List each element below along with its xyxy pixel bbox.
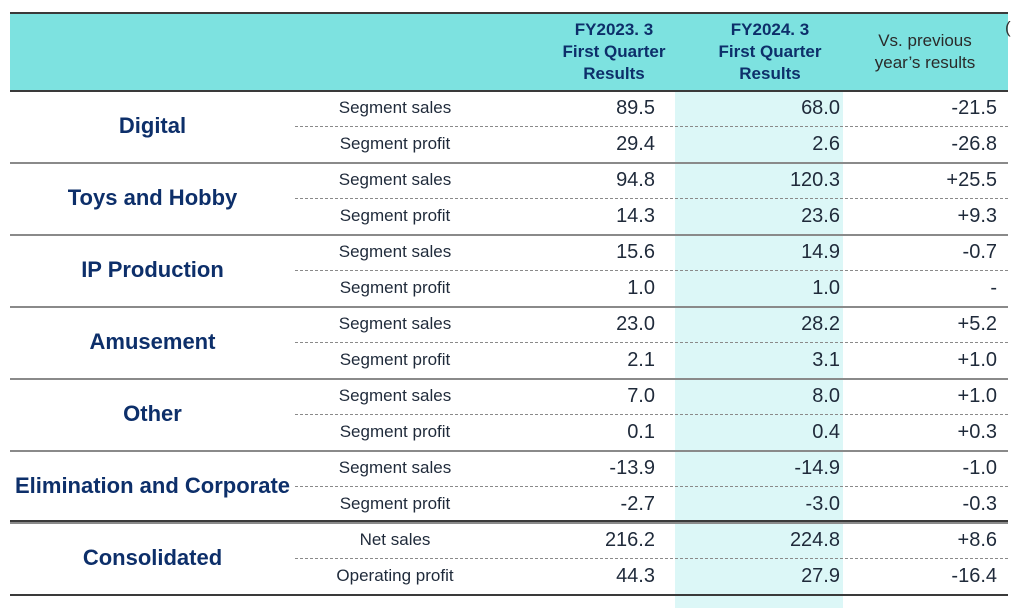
- table-row: Segment sales 23.0 28.2 +5.2: [295, 306, 1008, 343]
- fy2024-value: -14.9: [794, 457, 840, 479]
- header-vs-previous: Vs. previous year’s results: [842, 14, 1008, 90]
- header-fy2023: FY2023. 3 First Quarter Results: [530, 14, 698, 90]
- header-fy2023-line3: Results: [583, 64, 645, 83]
- table-header: FY2023. 3 First Quarter Results FY2024. …: [10, 12, 1008, 92]
- fy2024-value: 2.6: [812, 133, 840, 155]
- metric-label: Segment sales: [338, 170, 452, 189]
- metric-label: Segment sales: [338, 458, 452, 477]
- table-row: Net sales 216.2 224.8 +8.6: [295, 522, 1008, 559]
- header-fy2024-line2: First Quarter: [718, 42, 822, 61]
- segment-group: Toys and Hobby Segment sales 94.8 120.3 +25.…: [10, 162, 1008, 236]
- fy2023-value: 0.1: [627, 421, 655, 443]
- diff-value: -16.4: [951, 565, 997, 587]
- diff-value: +1.0: [957, 385, 997, 407]
- fy2024-value: 1.0: [812, 277, 840, 299]
- unit-label: (: [1005, 18, 1011, 37]
- metric-label: Segment profit: [339, 206, 451, 225]
- table-row: Segment profit 0.1 0.4 +0.3: [295, 414, 1008, 450]
- header-fy2024-line3: Results: [739, 64, 801, 83]
- table-row: Segment profit 1.0 1.0 -: [295, 270, 1008, 306]
- diff-value: -: [990, 277, 997, 299]
- metric-label: Segment profit: [339, 422, 451, 441]
- diff-value: +5.2: [957, 313, 997, 335]
- header-fy2023-line2: First Quarter: [562, 42, 666, 61]
- segment-name: Other: [123, 401, 182, 426]
- diff-value: +9.3: [957, 205, 997, 227]
- fy2024-value: -3.0: [805, 493, 840, 515]
- fy2024-value: 27.9: [801, 565, 840, 587]
- fy2024-value: 120.3: [789, 169, 840, 191]
- header-vs-line1: Vs. previous: [878, 31, 972, 50]
- segment-group: Amusement Segment sales 23.0 28.2 +5.2 Segmen…: [10, 306, 1008, 380]
- metric-label: Segment profit: [339, 278, 451, 297]
- metric-label: Segment sales: [338, 242, 452, 261]
- diff-value: +1.0: [957, 349, 997, 371]
- table-row: Segment profit 14.3 23.6 +9.3: [295, 198, 1008, 234]
- header-fy2024: FY2024. 3 First Quarter Results: [686, 14, 854, 90]
- fy2023-value: 216.2: [604, 529, 655, 551]
- segment-group: Consolidated Net sales 216.2 224.8 +8.6 Opera…: [10, 520, 1008, 596]
- segment-name: Digital: [118, 113, 187, 138]
- metric-label: Net sales: [359, 530, 431, 549]
- fy2023-value: 15.6: [616, 241, 655, 263]
- diff-value: -1.0: [962, 457, 997, 479]
- header-vs-line2: year’s results: [874, 53, 976, 72]
- segment-name: Amusement: [89, 329, 216, 354]
- fy2023-value: -2.7: [620, 493, 655, 515]
- fy2024-value: 23.6: [801, 205, 840, 227]
- segment-group: Elimination and Corporate Segment sales -1…: [10, 450, 1008, 524]
- table-row: Segment profit 2.1 3.1 +1.0: [295, 342, 1008, 378]
- metric-label: Segment profit: [339, 494, 451, 513]
- header-fy2023-line1: FY2023. 3: [574, 20, 654, 39]
- segment-name: IP Production: [81, 257, 224, 282]
- fy2024-value: 224.8: [789, 529, 840, 551]
- diff-value: -0.3: [962, 493, 997, 515]
- fy2023-value: 14.3: [616, 205, 655, 227]
- metric-label: Segment profit: [339, 134, 451, 153]
- diff-value: -21.5: [951, 97, 997, 119]
- fy2024-value: 8.0: [812, 385, 840, 407]
- table-row: Segment sales 94.8 120.3 +25.5: [295, 162, 1008, 199]
- segment-group: Digital Segment sales 89.5 68.0 -21.5 Segment…: [10, 90, 1008, 164]
- diff-value: +8.6: [957, 529, 997, 551]
- table-row: Segment sales 15.6 14.9 -0.7: [295, 234, 1008, 271]
- fy2023-value: 23.0: [616, 313, 655, 335]
- fy2023-value: 7.0: [627, 385, 655, 407]
- segment-group: IP Production Segment sales 15.6 14.9 -0.7 Se…: [10, 234, 1008, 308]
- diff-value: +0.3: [957, 421, 997, 443]
- segment-name: Consolidated: [82, 545, 223, 570]
- diff-value: -26.8: [951, 133, 997, 155]
- metric-label: Segment sales: [338, 386, 452, 405]
- fy2024-value: 3.1: [812, 349, 840, 371]
- metric-label: Operating profit: [336, 566, 454, 585]
- header-fy2024-line1: FY2024. 3: [730, 20, 810, 39]
- fy2023-value: 1.0: [627, 277, 655, 299]
- fy2023-value: 94.8: [616, 169, 655, 191]
- fy2023-value: 44.3: [616, 565, 655, 587]
- table-row: Segment profit -2.7 -3.0 -0.3: [295, 486, 1008, 522]
- fy2024-value: 28.2: [801, 313, 840, 335]
- table-row: Segment profit 29.4 2.6 -26.8: [295, 126, 1008, 162]
- metric-label: Segment sales: [338, 98, 452, 117]
- fy2023-value: 29.4: [616, 133, 655, 155]
- fy2023-value: -13.9: [609, 457, 655, 479]
- segment-name: Elimination and Corporate: [14, 473, 291, 498]
- segment-name: Toys and Hobby: [67, 185, 238, 210]
- metric-label: Segment sales: [338, 314, 452, 333]
- table-row: Segment sales -13.9 -14.9 -1.0: [295, 450, 1008, 487]
- table-row: Operating profit 44.3 27.9 -16.4: [295, 558, 1008, 594]
- diff-value: +25.5: [946, 169, 997, 191]
- segment-group: Other Segment sales 7.0 8.0 +1.0 Segment prof…: [10, 378, 1008, 452]
- fy2023-value: 2.1: [627, 349, 655, 371]
- fy2024-value: 68.0: [801, 97, 840, 119]
- metric-label: Segment profit: [339, 350, 451, 369]
- diff-value: -0.7: [962, 241, 997, 263]
- table-row: Segment sales 7.0 8.0 +1.0: [295, 378, 1008, 415]
- table-row: Segment sales 89.5 68.0 -21.5: [295, 90, 1008, 127]
- fy2024-value: 14.9: [801, 241, 840, 263]
- fy2023-value: 89.5: [616, 97, 655, 119]
- fy2024-value: 0.4: [812, 421, 840, 443]
